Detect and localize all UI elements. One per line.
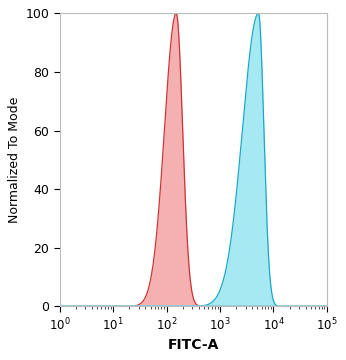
X-axis label: FITC-A: FITC-A (168, 338, 219, 352)
Y-axis label: Normalized To Mode: Normalized To Mode (8, 97, 21, 223)
